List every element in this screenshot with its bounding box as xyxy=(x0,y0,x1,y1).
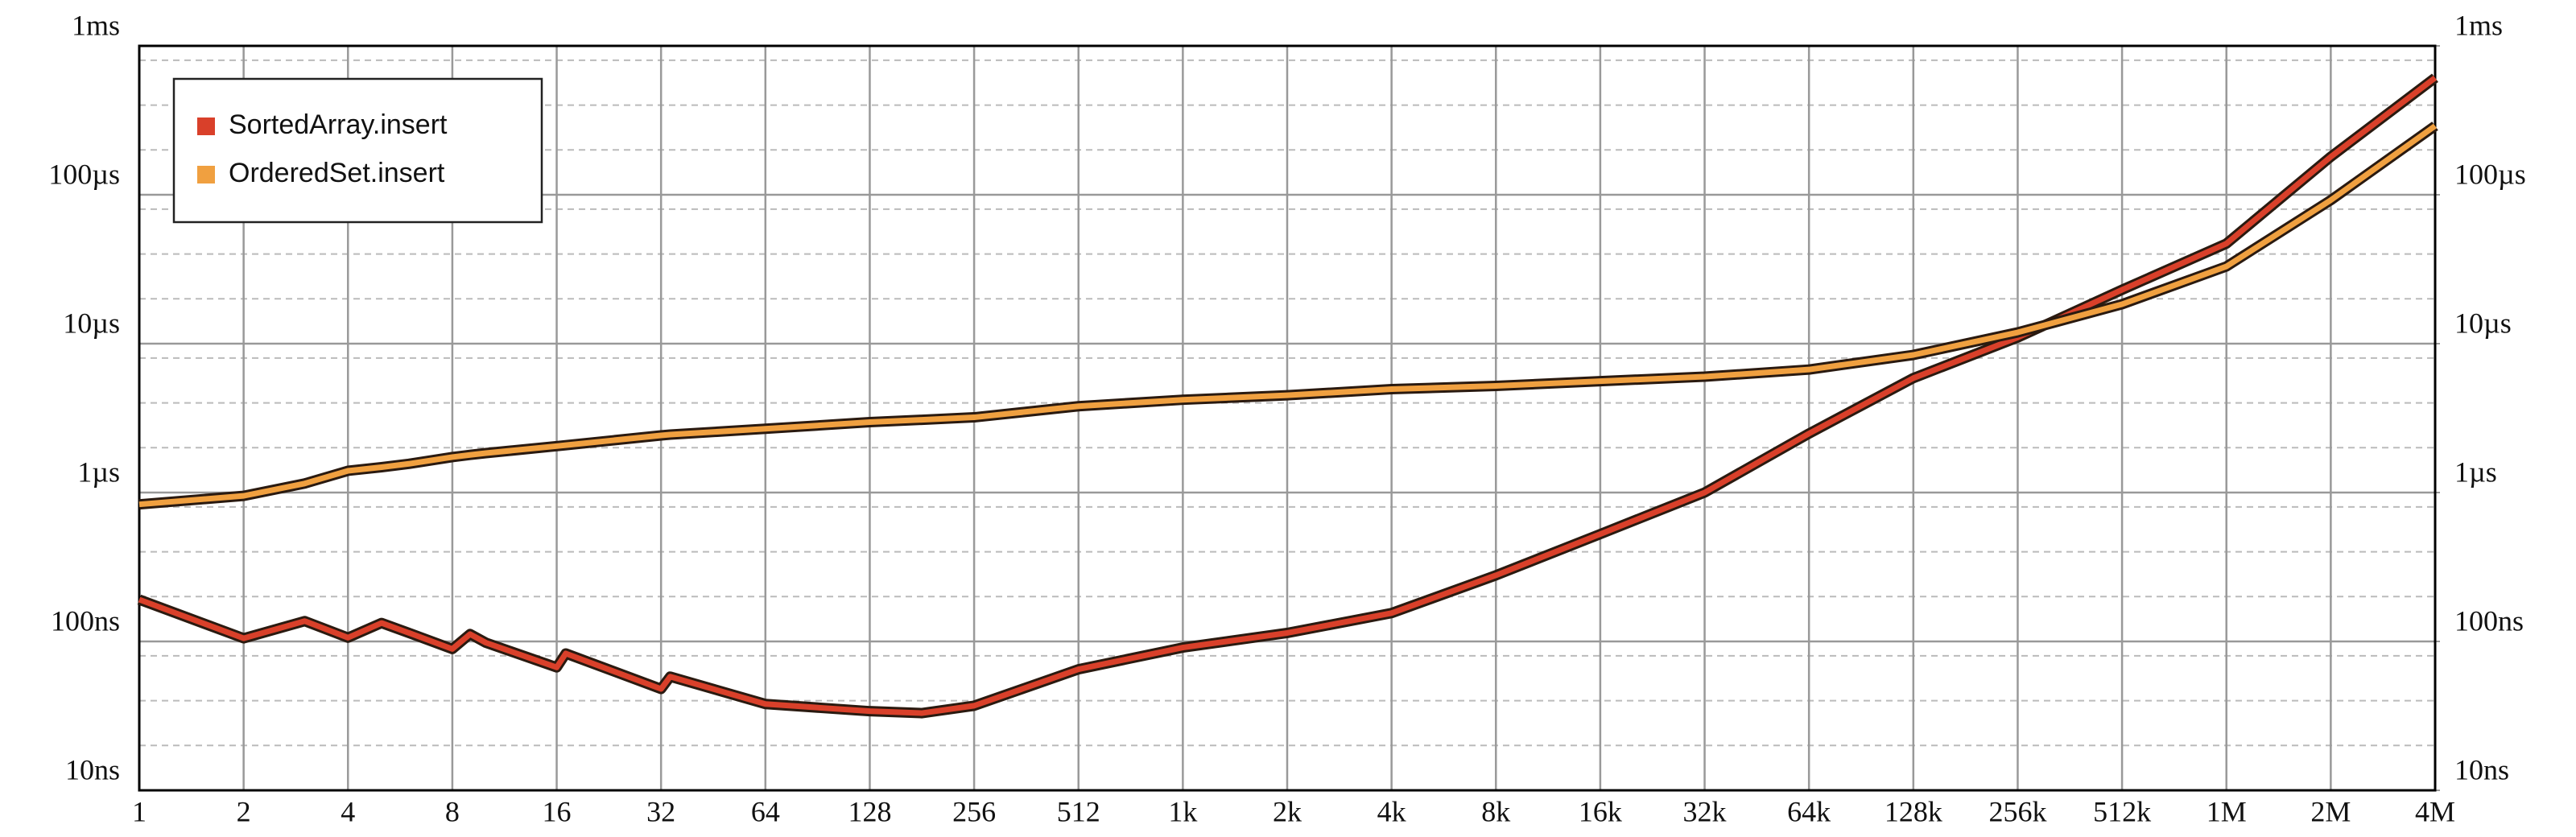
y-tick-label: 100ns xyxy=(51,604,120,637)
x-tick-label: 4 xyxy=(341,795,355,827)
legend-box xyxy=(172,77,543,224)
x-tick-label: 128 xyxy=(848,795,891,827)
x-tick-label: 128k xyxy=(1885,795,1942,827)
x-tick-label: 512k xyxy=(2093,795,2151,827)
y-tick-label: 10ns xyxy=(65,753,120,785)
y2-tick-label: 100µs xyxy=(2454,158,2526,190)
x-tick-label: 2M xyxy=(2310,795,2351,827)
y2-tick-label: 1ms xyxy=(2454,9,2503,41)
x-tick-label: 256k xyxy=(1988,795,2046,827)
line xyxy=(138,123,2438,508)
legend-label: OrderedSet.insert xyxy=(229,158,445,188)
x-tick-label: 2k xyxy=(1273,795,1302,827)
y2-tick-label: 10ns xyxy=(2454,753,2509,785)
y2-tick-label: 1µs xyxy=(2454,456,2497,488)
line xyxy=(138,75,2438,716)
plot-frame xyxy=(138,44,2437,792)
x-tick-label: 1 xyxy=(132,795,147,827)
x-tick-label: 1M xyxy=(2207,795,2247,827)
y-tick-label: 1ms xyxy=(72,9,120,41)
x-tick-label: 4k xyxy=(1377,795,1406,827)
x-tick-label: 64k xyxy=(1787,795,1831,827)
y-tick-label: 1µs xyxy=(77,456,120,488)
x-tick-label: 64 xyxy=(751,795,780,827)
x-tick-label: 16k xyxy=(1579,795,1622,827)
legend-swatch xyxy=(197,166,215,183)
x-tick-label: 1k xyxy=(1168,795,1197,827)
y2-tick-label: 10µs xyxy=(2454,307,2512,339)
legend-swatch xyxy=(197,118,215,135)
legend-label: SortedArray.insert xyxy=(229,109,448,140)
y-tick-label: 10µs xyxy=(63,307,120,339)
y2-tick-label: 100ns xyxy=(2454,604,2524,637)
x-tick-label: 2 xyxy=(237,795,251,827)
x-tick-label: 32k xyxy=(1683,795,1727,827)
legend: SortedArray.insert OrderedSet.insert xyxy=(172,77,543,224)
x-tick-label: 8 xyxy=(445,795,460,827)
x-tick-label: 4M xyxy=(2415,795,2455,827)
y-tick-label: 100µs xyxy=(48,158,120,190)
x-tick-label: 32 xyxy=(646,795,675,827)
x-tick-label: 8k xyxy=(1481,795,1510,827)
x-tick-label: 512 xyxy=(1057,795,1100,827)
x-tick-label: 16 xyxy=(543,795,572,827)
x-tick-label: 256 xyxy=(952,795,996,827)
